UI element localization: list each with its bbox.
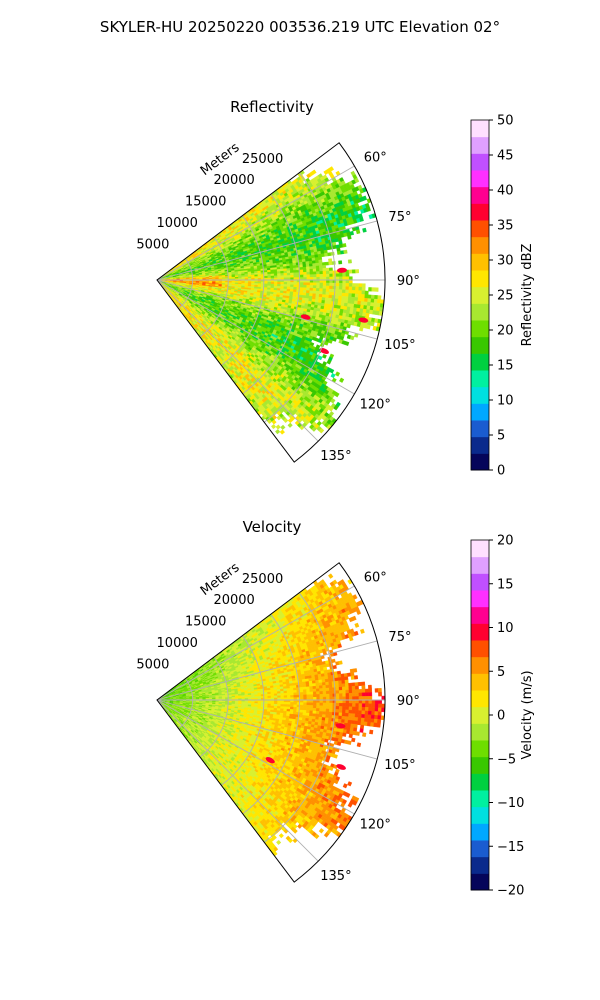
colorbar-tick-label: 0 — [497, 464, 505, 479]
hotspot-1 — [358, 317, 369, 323]
colorbar-tick-label: 10 — [497, 621, 514, 636]
azimuth-tick-label: 90° — [397, 274, 420, 289]
colorbar-tick-label: 35 — [497, 219, 514, 234]
colorbar-tick-label: 45 — [497, 149, 514, 164]
azimuth-tick-label: 135° — [320, 449, 351, 464]
colorbar-tick-label: 5 — [497, 429, 505, 444]
azimuth-tick-label: 105° — [384, 758, 415, 773]
colorbar-tick-label: 25 — [497, 289, 514, 304]
azimuth-tick-label: 60° — [364, 150, 387, 165]
colorbar-label: Reflectivity dBZ — [520, 244, 535, 347]
colorbar-tick-label: 20 — [497, 534, 514, 549]
azimuth-tick-label: 105° — [384, 338, 415, 353]
azimuth-tick-label: 120° — [360, 818, 391, 833]
colorbar-tick-label: 30 — [497, 254, 514, 269]
azimuth-tick-label: 75° — [388, 210, 411, 225]
colorbar-tick-label: 50 — [497, 114, 514, 129]
azimuth-tick-label: 90° — [397, 694, 420, 709]
colorbar-tick-label: 10 — [497, 394, 514, 409]
azimuth-tick-label: 75° — [388, 630, 411, 645]
radial-tick-label: 10000 — [157, 216, 198, 231]
colorbar-tick-label: −10 — [497, 796, 524, 811]
panel-title: Velocity — [243, 518, 302, 536]
radar-field — [158, 166, 385, 435]
radial-tick-label: 25000 — [242, 572, 283, 587]
radial-tick-label: 20000 — [213, 593, 254, 608]
colorbar-tick-label: 0 — [497, 709, 505, 724]
sector-border — [156, 562, 386, 883]
sector-border — [156, 142, 386, 463]
azimuth-tick-label: 120° — [360, 398, 391, 413]
hotspot-2 — [300, 314, 311, 320]
colorbar-tick-label: −5 — [497, 752, 516, 767]
reflectivity-panel: Reflectivity500010000150002000025000Mete… — [136, 98, 535, 479]
radial-tick-label: 10000 — [157, 636, 198, 651]
hotspot-3 — [319, 347, 329, 355]
radial-tick-label: 25000 — [242, 152, 283, 167]
azimuth-tick-label: 135° — [320, 869, 351, 884]
colorbar-tick-label: −20 — [497, 884, 524, 899]
radial-tick-label: 15000 — [185, 615, 226, 630]
azimuth-tick-label: 60° — [364, 570, 387, 585]
hotspot-2 — [265, 756, 275, 764]
colorbar-tick-label: 20 — [497, 324, 514, 339]
panel-title: Reflectivity — [230, 98, 314, 116]
radial-tick-label: 5000 — [136, 238, 169, 253]
colorbar: −20 −15 −10 −5 0 5 10 15 20 Velocity (m/s) — [470, 534, 535, 899]
colorbar-tick-label: 5 — [497, 665, 505, 680]
polar-grid — [156, 165, 385, 442]
colorbar-tick-label: 15 — [497, 359, 514, 374]
polar-grid — [156, 585, 385, 862]
radial-tick-label: 15000 — [185, 195, 226, 210]
hotspot-0 — [337, 267, 347, 273]
radial-tick-label: 5000 — [136, 658, 169, 673]
colorbar-tick-label: −15 — [497, 840, 524, 855]
hotspot-0 — [335, 723, 346, 729]
colorbar-label: Velocity (m/s) — [520, 670, 535, 759]
figure-suptitle: SKYLER-HU 20250220 003536.219 UTC Elevat… — [100, 18, 500, 36]
radial-tick-label: 20000 — [213, 173, 254, 188]
hotspot-1 — [336, 764, 346, 770]
colorbar-tick-label: 40 — [497, 184, 514, 199]
colorbar: 0 5 10 15 20 25 30 35 40 45 50 Reflectivity dBZ — [470, 114, 535, 479]
colorbar-tick-label: 15 — [497, 577, 514, 592]
